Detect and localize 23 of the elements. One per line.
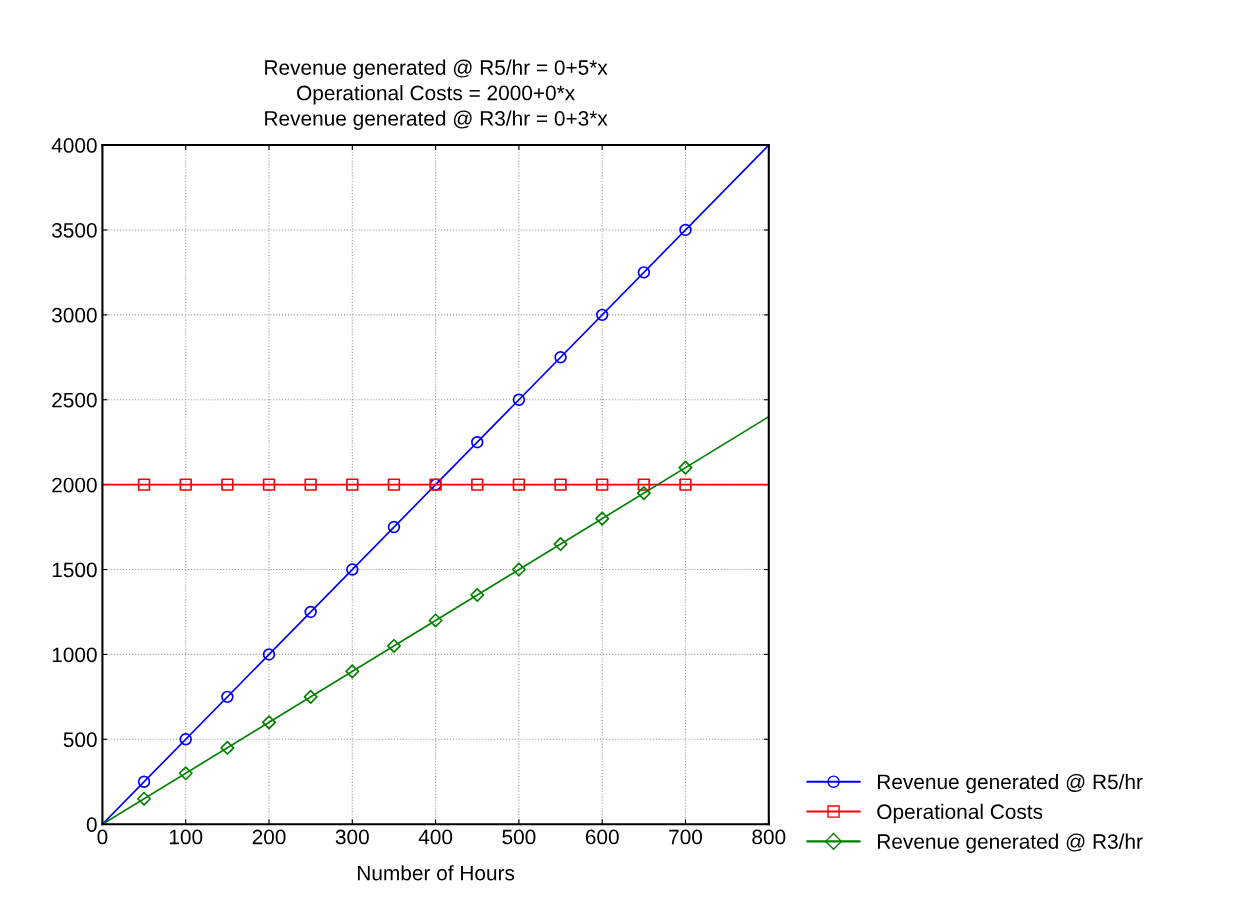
legend-label: Revenue generated @ R3/hr bbox=[877, 833, 1143, 853]
x-axis-title: Number of Hours bbox=[358, 865, 515, 881]
x-tick-label: 0 bbox=[97, 829, 108, 845]
y-tick-label: 4000 bbox=[51, 138, 97, 153]
y-tick-label: 500 bbox=[63, 732, 97, 748]
y-tick-label: 2500 bbox=[52, 392, 97, 408]
chart-title: Revenue generated @ R5/hr = 0+5*x Operational Costs = 2000+0*x Revenue generated @ R3/hr = 0+3*x bbox=[265, 59, 608, 130]
x-tick-label: 400 bbox=[418, 829, 453, 845]
x-tick-label: 500 bbox=[502, 829, 536, 845]
y-tick-label: 1500 bbox=[52, 562, 97, 578]
y-tick-label: 3000 bbox=[52, 307, 97, 323]
legend-label: Operational Costs bbox=[877, 803, 1043, 824]
x-tick-label: 800 bbox=[752, 829, 786, 845]
legend-label: Revenue generated @ R5/hr bbox=[877, 773, 1143, 794]
y-tick-label: 0 bbox=[86, 817, 97, 832]
x-tick-label: 300 bbox=[335, 829, 369, 845]
y-tick-label: 2000 bbox=[52, 477, 97, 493]
x-tick-label: 200 bbox=[252, 829, 286, 845]
y-tick-label: 1000 bbox=[52, 647, 97, 663]
y-tick-label: 3500 bbox=[52, 222, 97, 238]
x-tick-label: 600 bbox=[585, 829, 619, 845]
x-tick-label: 100 bbox=[169, 829, 203, 845]
x-tick-label: 700 bbox=[669, 829, 703, 845]
